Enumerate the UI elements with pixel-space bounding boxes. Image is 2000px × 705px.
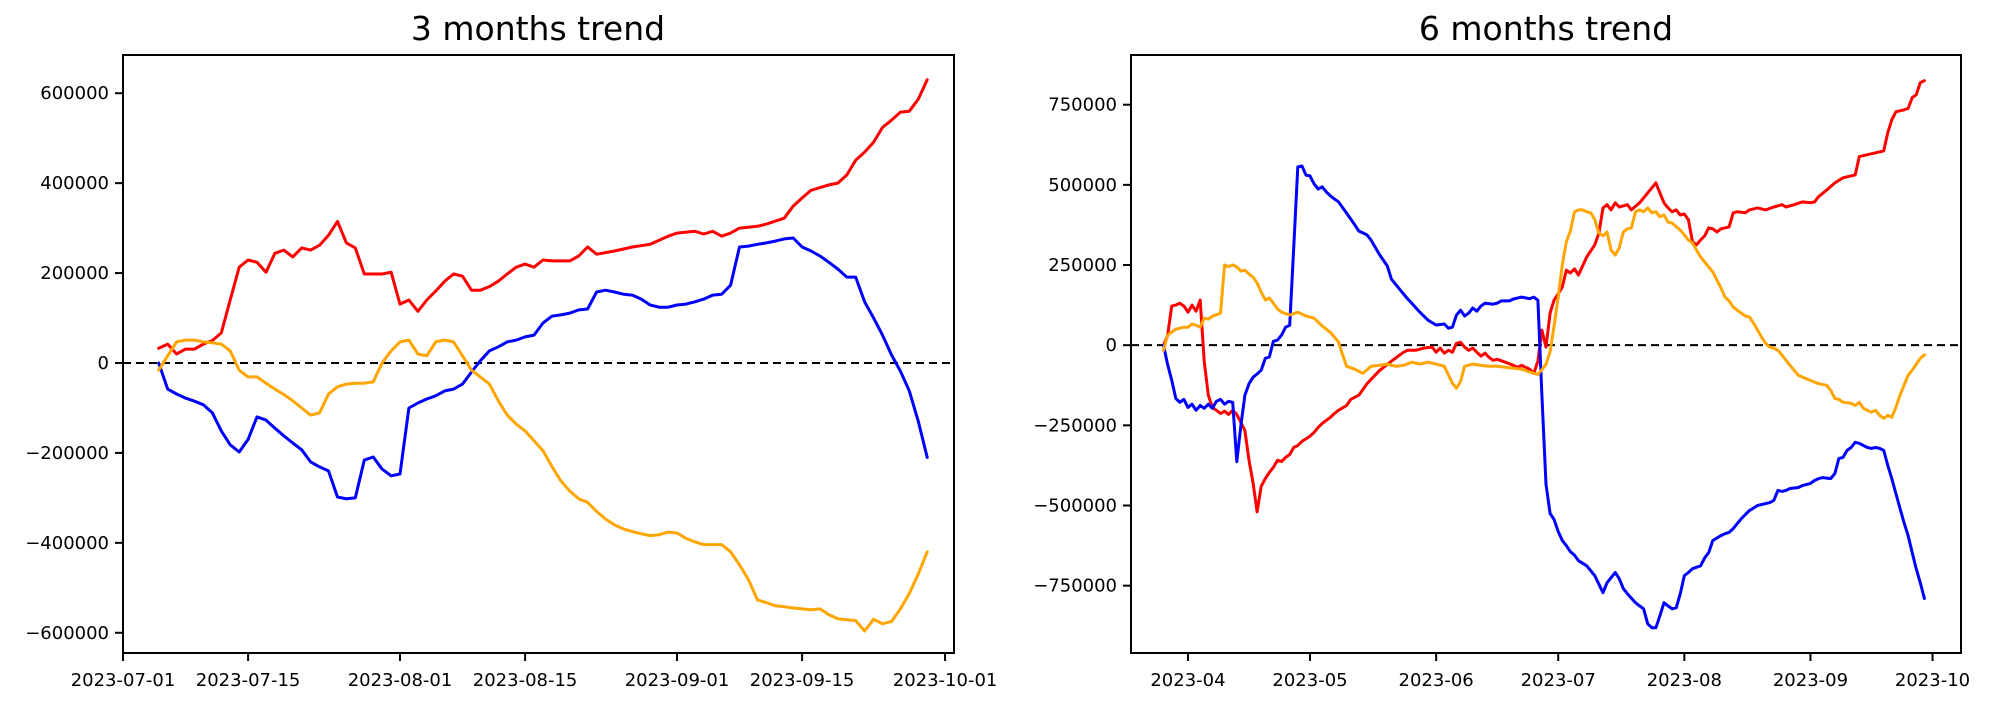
x-tick-label: 2023-07-01 — [71, 670, 176, 691]
series-line-red — [157, 78, 929, 356]
series-line-blue — [157, 236, 929, 501]
x-tick-label: 2023-04 — [1150, 670, 1225, 691]
series-line-blue — [1162, 164, 1926, 630]
y-tick-label: −200000 — [25, 443, 109, 464]
y-tick-label: 500000 — [1048, 175, 1117, 196]
chart-3-months-trend: 600000 400000 200000 0 −200000 −400000 −600000… — [25, 54, 998, 691]
y-tick-label: −400000 — [25, 533, 109, 554]
y-tick-label: 400000 — [40, 173, 109, 194]
x-tick-label: 2023-09-01 — [625, 670, 730, 691]
x-tick-label: 2023-08-15 — [473, 670, 578, 691]
y-tick-label: 200000 — [40, 263, 109, 284]
y-tick-label: 0 — [98, 353, 109, 374]
chart-title-6-months: 6 months trend — [1419, 9, 1673, 48]
x-tick-label: 2023-09-15 — [750, 670, 855, 691]
y-tick-label: 250000 — [1048, 255, 1117, 276]
y-tick-label: −250000 — [1033, 415, 1117, 436]
chart-6-months-trend: 750000 500000 250000 0 −250000 −500000 −750000… — [1033, 54, 1970, 691]
y-tick-label: 0 — [1106, 335, 1117, 356]
x-tick-label: 2023-07-15 — [196, 670, 301, 691]
plot-frame — [1130, 54, 1962, 654]
plot-frame — [122, 54, 955, 654]
y-tick-label: 600000 — [40, 83, 109, 104]
x-tick-label: 2023-07 — [1521, 670, 1596, 691]
x-tick-label: 2023-10-01 — [893, 670, 998, 691]
x-tick-label: 2023-08-01 — [348, 670, 453, 691]
y-tick-label: −600000 — [25, 623, 109, 644]
y-tick-label: 750000 — [1048, 95, 1117, 116]
series-line-orange — [157, 338, 929, 633]
y-tick-label: −500000 — [1033, 496, 1117, 517]
y-tick-label: −750000 — [1033, 576, 1117, 597]
x-tick-label: 2023-09 — [1773, 670, 1848, 691]
chart-title-3-months: 3 months trend — [411, 9, 665, 48]
x-tick-label: 2023-06 — [1399, 670, 1474, 691]
x-tick-label: 2023-08 — [1647, 670, 1722, 691]
x-tick-label: 2023-05 — [1272, 670, 1347, 691]
x-tick-label: 2023-10 — [1895, 670, 1970, 691]
series-line-orange — [1162, 206, 1926, 420]
